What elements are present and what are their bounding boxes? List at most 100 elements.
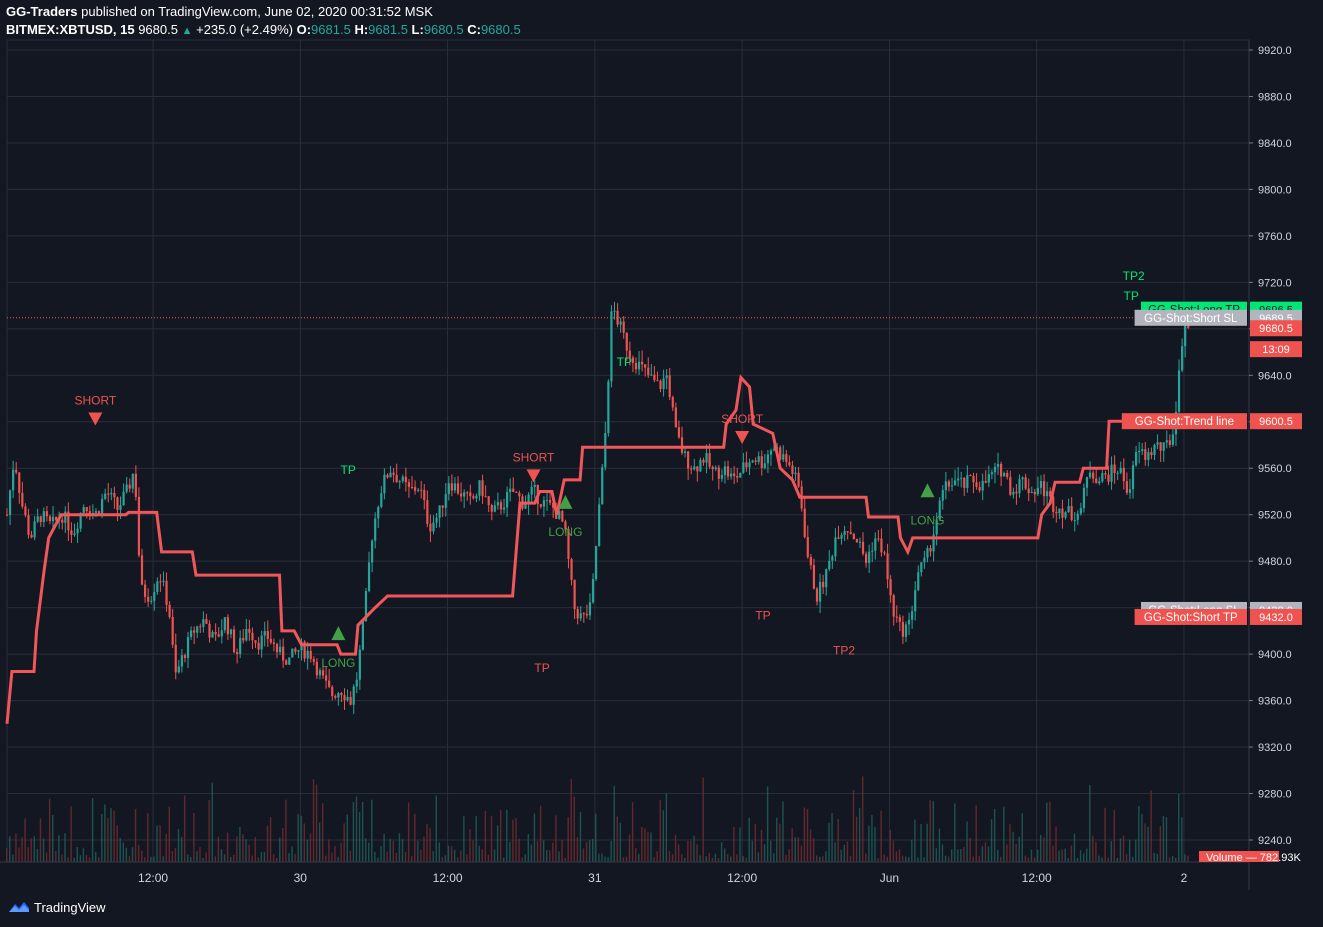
candle-body[interactable] (714, 467, 717, 470)
candle-body[interactable] (1110, 464, 1113, 482)
candle-body[interactable] (674, 407, 677, 428)
candle-body[interactable] (552, 502, 555, 508)
candle-body[interactable] (159, 581, 162, 583)
candle-body[interactable] (137, 496, 141, 556)
candle-body[interactable] (303, 641, 306, 659)
candle-body[interactable] (610, 311, 613, 382)
candle-body[interactable] (950, 485, 954, 487)
candle-body[interactable] (401, 476, 404, 482)
candle-body[interactable] (85, 507, 88, 512)
candle-body[interactable] (101, 498, 104, 514)
candle-body[interactable] (1009, 477, 1012, 495)
candle-body[interactable] (877, 538, 880, 540)
candle-body[interactable] (1119, 467, 1122, 473)
candle-body[interactable] (1092, 472, 1095, 479)
tradingview-brand[interactable]: TradingView (34, 900, 106, 915)
candle-body[interactable] (131, 473, 134, 489)
candle-body[interactable] (217, 634, 220, 637)
candle-body[interactable] (1021, 477, 1024, 480)
candle-body[interactable] (472, 496, 475, 499)
candle-body[interactable] (8, 490, 12, 515)
candle-body[interactable] (561, 511, 564, 522)
candle-body[interactable] (27, 515, 30, 535)
candle-body[interactable] (1067, 506, 1070, 513)
candle-body[interactable] (1003, 473, 1006, 477)
candle-body[interactable] (251, 632, 254, 641)
candle-body[interactable] (711, 466, 714, 470)
candle-body[interactable] (1098, 481, 1101, 484)
candle-body[interactable] (484, 496, 487, 498)
candle-body[interactable] (1128, 489, 1132, 493)
candle-body[interactable] (1177, 370, 1181, 412)
candle-body[interactable] (481, 480, 484, 497)
candle-body[interactable] (717, 467, 720, 479)
candle-body[interactable] (1079, 508, 1082, 514)
candle-body[interactable] (739, 472, 742, 478)
candle-body[interactable] (36, 516, 39, 522)
candle-body[interactable] (269, 638, 272, 643)
candle-body[interactable] (367, 562, 371, 592)
candle-body[interactable] (705, 453, 708, 463)
candle-body[interactable] (898, 617, 901, 622)
candle-body[interactable] (533, 484, 536, 488)
candle-body[interactable] (742, 462, 745, 473)
candle-body[interactable] (548, 499, 552, 503)
candle-body[interactable] (1150, 452, 1153, 455)
candle-body[interactable] (122, 491, 125, 506)
candle-body[interactable] (315, 661, 318, 676)
candle-body[interactable] (21, 492, 24, 507)
candle-body[interactable] (981, 480, 984, 491)
candle-body[interactable] (153, 592, 156, 601)
candle-body[interactable] (183, 655, 187, 658)
candle-body[interactable] (680, 437, 684, 453)
candle-body[interactable] (788, 462, 791, 466)
candle-body[interactable] (64, 511, 67, 523)
candle-body[interactable] (509, 488, 512, 493)
candle-body[interactable] (634, 363, 638, 370)
candle-body[interactable] (12, 469, 15, 491)
candle-body[interactable] (812, 565, 816, 589)
candle-body[interactable] (242, 638, 245, 641)
candle-body[interactable] (558, 511, 561, 519)
candle-body[interactable] (539, 504, 542, 507)
candle-body[interactable] (828, 560, 831, 570)
candle-body[interactable] (960, 477, 963, 479)
candle-body[interactable] (272, 642, 276, 644)
candle-body[interactable] (410, 486, 414, 488)
candle-body[interactable] (324, 675, 328, 681)
candle-body[interactable] (193, 630, 196, 633)
candle-body[interactable] (174, 644, 177, 673)
candle-body[interactable] (978, 486, 981, 491)
candle-body[interactable] (196, 626, 199, 633)
candle-body[interactable] (94, 511, 98, 513)
candle-body[interactable] (70, 530, 73, 535)
candle-body[interactable] (312, 659, 315, 662)
candle-body[interactable] (413, 487, 417, 491)
candle-body[interactable] (475, 495, 478, 499)
candle-body[interactable] (604, 433, 607, 468)
candle-body[interactable] (42, 511, 45, 523)
candle-body[interactable] (306, 650, 309, 659)
candle-body[interactable] (502, 507, 506, 510)
candle-body[interactable] (975, 482, 978, 487)
candle-body[interactable] (683, 451, 687, 453)
candle-body[interactable] (659, 380, 662, 389)
candle-body[interactable] (147, 596, 150, 602)
candle-body[interactable] (340, 693, 343, 696)
candle-body[interactable] (582, 613, 585, 615)
candle-body[interactable] (797, 472, 800, 487)
candle-body[interactable] (73, 533, 76, 535)
candle-body[interactable] (220, 630, 223, 637)
candle-body[interactable] (5, 514, 9, 516)
candle-body[interactable] (297, 650, 300, 652)
candle-body[interactable] (656, 380, 659, 382)
candle-body[interactable] (150, 600, 153, 602)
candle-body[interactable] (180, 655, 183, 667)
candle-body[interactable] (328, 680, 331, 687)
candle-body[interactable] (1024, 477, 1027, 489)
candle-body[interactable] (917, 572, 920, 591)
candle-body[interactable] (76, 528, 79, 534)
candle-body[interactable] (837, 537, 840, 539)
candle-body[interactable] (766, 454, 770, 464)
candle-body[interactable] (1162, 442, 1165, 451)
